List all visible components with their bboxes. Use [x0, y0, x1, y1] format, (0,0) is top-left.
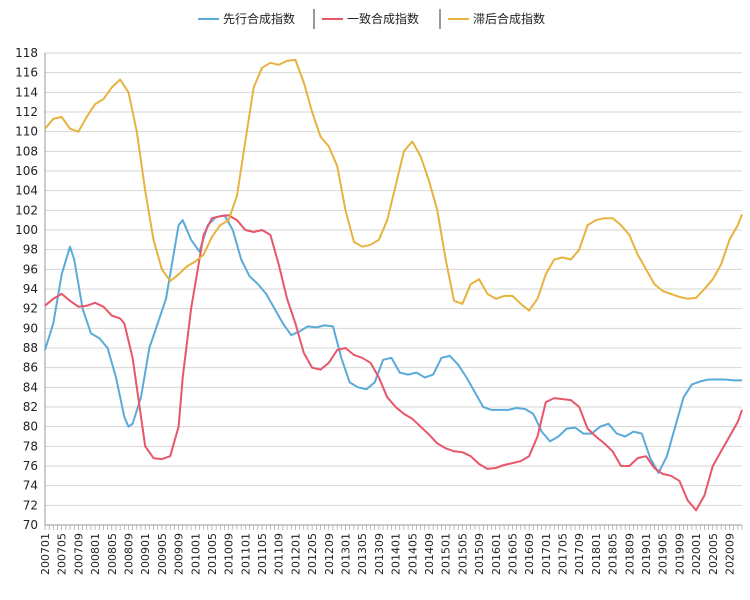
y-tick-label: 112	[15, 105, 38, 119]
x-tick-label: 200709	[72, 533, 85, 575]
y-tick-label: 72	[23, 498, 38, 512]
x-tick-label: 202001	[690, 533, 703, 575]
legend: 先行合成指数 一致合成指数 滞后合成指数	[198, 9, 545, 29]
x-tick-label: 201301	[340, 533, 353, 575]
legend-label-3: 滞后合成指数	[473, 11, 545, 26]
x-tick-label: 201605	[506, 533, 519, 575]
x-tick-label: 200805	[106, 533, 119, 575]
x-tick-label: 201405	[406, 533, 419, 575]
x-tick-label: 201601	[490, 533, 503, 575]
y-tick-label: 90	[23, 321, 38, 335]
y-tick-label: 80	[23, 420, 38, 434]
x-tick-label: 201809	[623, 533, 636, 575]
x-tick-label: 200905	[156, 533, 169, 575]
x-tick-label: 201905	[657, 533, 670, 575]
y-tick-label: 74	[23, 479, 38, 493]
x-tick-label: 201109	[273, 533, 286, 575]
x-tick-label: 200901	[139, 533, 152, 575]
x-tick-label: 201001	[189, 533, 202, 575]
x-tick-label: 201205	[306, 533, 319, 575]
x-tick-label: 201509	[473, 533, 486, 575]
series-line-1	[44, 214, 742, 474]
x-tick-label: 201505	[456, 533, 469, 575]
x-tick-label: 201701	[540, 533, 553, 575]
series-lines	[44, 58, 743, 512]
y-tick-label: 88	[23, 341, 38, 355]
x-tick-label: 202009	[723, 533, 736, 575]
x-tick-label: 201909	[673, 533, 686, 575]
y-axis: 70 72 74 76 78 80 82 84 86 88 90 92 94 96 98 100 102 104 1…	[15, 46, 38, 532]
x-tick-label: 201805	[607, 533, 620, 575]
y-tick-label: 70	[23, 518, 38, 532]
legend-label-2: 一致合成指数	[347, 11, 419, 26]
x-axis: 200701 200705 200709 200801 200805 200809 2009…	[39, 53, 743, 575]
x-tick-label: 200801	[89, 533, 102, 575]
y-tick-label: 86	[23, 361, 38, 375]
x-tick-label: 201609	[523, 533, 536, 575]
y-tick-label: 106	[15, 164, 38, 178]
y-tick-label: 118	[15, 46, 38, 60]
x-tick-label: 201209	[323, 533, 336, 575]
x-tick-label: 200705	[56, 533, 69, 575]
x-tick-label: 201305	[356, 533, 369, 575]
y-tick-label: 104	[15, 184, 38, 198]
x-tick-label: 201801	[590, 533, 603, 575]
x-tick-label: 201705	[557, 533, 570, 575]
x-tick-label: 201309	[373, 533, 386, 575]
x-tick-label: 201501	[440, 533, 453, 575]
x-tick-label: 201105	[256, 533, 269, 575]
y-tick-label: 96	[23, 262, 38, 276]
x-tick-label: 201901	[640, 533, 653, 575]
y-tick-label: 114	[15, 85, 38, 99]
y-tick-label: 116	[15, 66, 38, 80]
y-tick-label: 98	[23, 243, 38, 257]
y-tick-label: 100	[15, 223, 38, 237]
x-tick-label: 200909	[173, 533, 186, 575]
series-line-2	[44, 214, 743, 512]
x-tick-label: 201709	[573, 533, 586, 575]
y-tick-label: 84	[23, 380, 38, 394]
x-tick-label: 201009	[223, 533, 236, 575]
legend-label-1: 先行合成指数	[223, 11, 295, 26]
y-tick-label: 78	[23, 439, 38, 453]
x-tick-label: 201401	[390, 533, 403, 575]
x-tick-label: 201409	[423, 533, 436, 575]
x-tick-label: 200701	[39, 533, 52, 575]
y-tick-label: 108	[15, 144, 38, 158]
y-tick-label: 92	[23, 302, 38, 316]
series-line-3	[44, 58, 743, 312]
y-tick-label: 82	[23, 400, 38, 414]
y-tick-label: 76	[23, 459, 38, 473]
x-tick-label: 202005	[707, 533, 720, 575]
y-tick-label: 110	[15, 125, 38, 139]
x-tick-label: 201005	[206, 533, 219, 575]
x-tick-label: 200809	[122, 533, 135, 575]
x-tick-label: 201101	[239, 533, 252, 575]
x-tick-label: 201201	[289, 533, 302, 575]
y-tick-label: 102	[15, 203, 38, 217]
y-tick-label: 94	[23, 282, 38, 296]
